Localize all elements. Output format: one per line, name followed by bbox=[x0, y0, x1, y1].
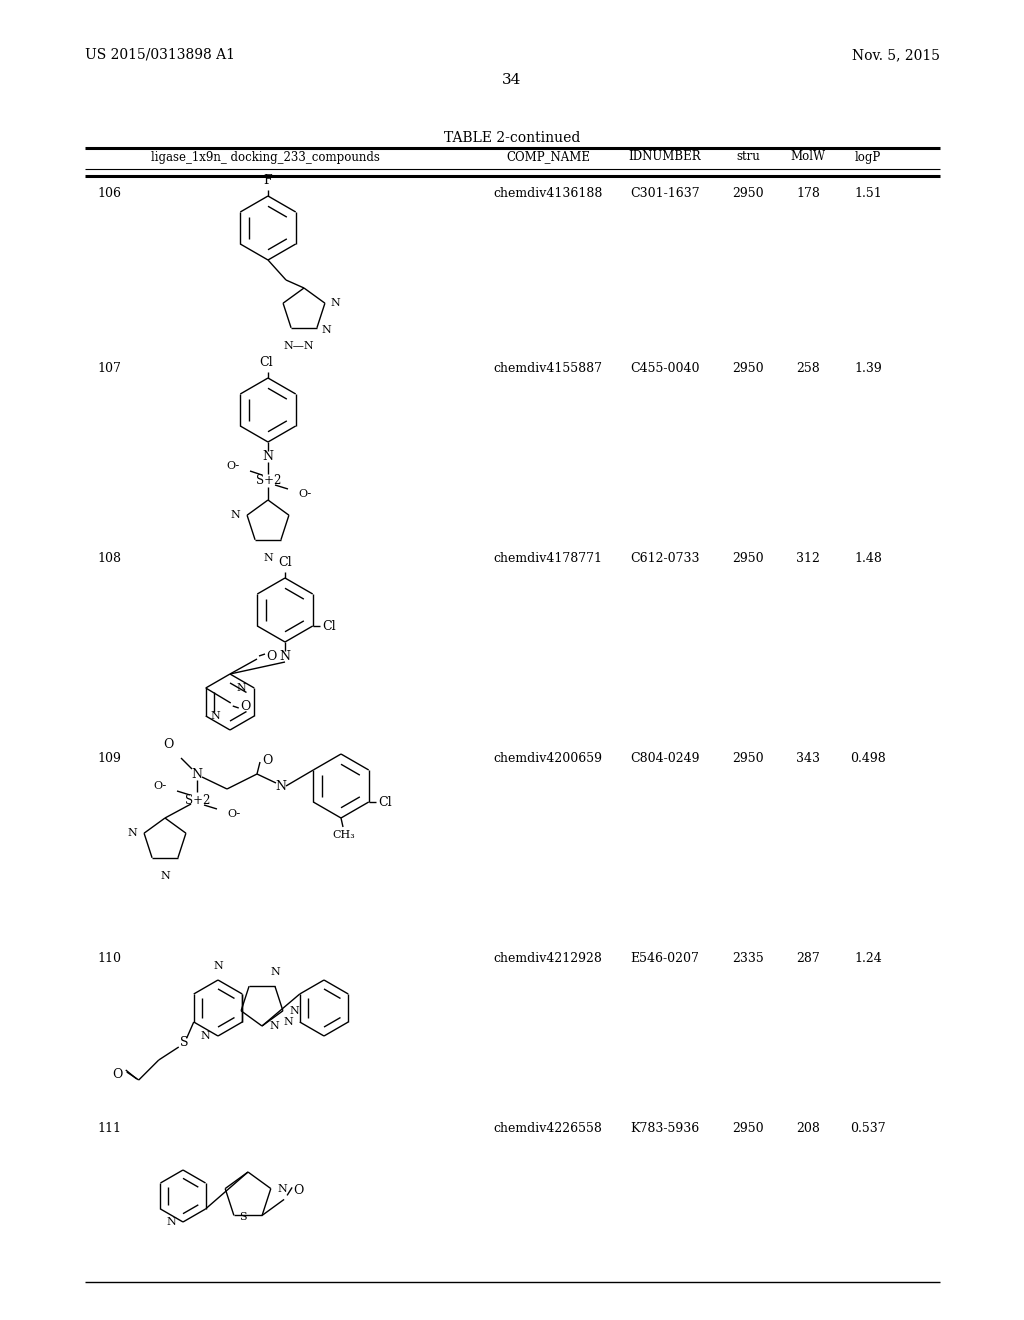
Text: N: N bbox=[283, 1016, 293, 1027]
Text: C612-0733: C612-0733 bbox=[630, 552, 699, 565]
Text: N: N bbox=[322, 325, 332, 335]
Text: S: S bbox=[179, 1035, 188, 1048]
Text: 2950: 2950 bbox=[732, 752, 764, 766]
Text: S+2: S+2 bbox=[256, 474, 282, 487]
Text: F: F bbox=[264, 174, 272, 187]
Text: C804-0249: C804-0249 bbox=[630, 752, 699, 766]
Text: Cl: Cl bbox=[259, 356, 272, 370]
Text: chemdiv4136188: chemdiv4136188 bbox=[494, 187, 603, 201]
Text: C455-0040: C455-0040 bbox=[630, 362, 699, 375]
Text: COMP_NAME: COMP_NAME bbox=[506, 150, 590, 164]
Text: US 2015/0313898 A1: US 2015/0313898 A1 bbox=[85, 48, 234, 62]
Text: logP: logP bbox=[855, 150, 881, 164]
Text: Nov. 5, 2015: Nov. 5, 2015 bbox=[852, 48, 940, 62]
Text: IDNUMBER: IDNUMBER bbox=[629, 150, 701, 164]
Text: 107: 107 bbox=[97, 362, 121, 375]
Text: 258: 258 bbox=[796, 362, 820, 375]
Text: 312: 312 bbox=[796, 552, 820, 565]
Text: E546-0207: E546-0207 bbox=[631, 952, 699, 965]
Text: 1.39: 1.39 bbox=[854, 362, 882, 375]
Text: O: O bbox=[266, 649, 276, 663]
Text: Cl: Cl bbox=[379, 796, 392, 808]
Text: N: N bbox=[275, 780, 287, 792]
Text: Cl: Cl bbox=[279, 556, 292, 569]
Text: N: N bbox=[269, 1020, 279, 1031]
Text: N: N bbox=[278, 1184, 288, 1193]
Text: 2335: 2335 bbox=[732, 952, 764, 965]
Text: O: O bbox=[262, 754, 272, 767]
Text: C301-1637: C301-1637 bbox=[630, 187, 699, 201]
Text: 110: 110 bbox=[97, 952, 121, 965]
Text: S: S bbox=[239, 1212, 247, 1222]
Text: chemdiv4212928: chemdiv4212928 bbox=[494, 952, 602, 965]
Text: 208: 208 bbox=[796, 1122, 820, 1135]
Text: N: N bbox=[331, 298, 341, 308]
Text: 1.51: 1.51 bbox=[854, 187, 882, 201]
Text: 2950: 2950 bbox=[732, 552, 764, 565]
Text: N—N: N—N bbox=[284, 341, 314, 351]
Text: N: N bbox=[280, 649, 291, 663]
Text: N: N bbox=[211, 711, 220, 721]
Text: 109: 109 bbox=[97, 752, 121, 766]
Text: 2950: 2950 bbox=[732, 187, 764, 201]
Text: N: N bbox=[237, 682, 246, 693]
Text: K783-5936: K783-5936 bbox=[631, 1122, 699, 1135]
Text: 1.24: 1.24 bbox=[854, 952, 882, 965]
Text: O: O bbox=[113, 1068, 123, 1081]
Text: N: N bbox=[290, 1006, 300, 1016]
Text: TABLE 2-continued: TABLE 2-continued bbox=[443, 131, 581, 145]
Text: chemdiv4155887: chemdiv4155887 bbox=[494, 362, 602, 375]
Text: N: N bbox=[263, 553, 272, 564]
Text: O-: O- bbox=[227, 809, 241, 818]
Text: 2950: 2950 bbox=[732, 1122, 764, 1135]
Text: 178: 178 bbox=[796, 187, 820, 201]
Text: CH₃: CH₃ bbox=[333, 830, 355, 840]
Text: stru: stru bbox=[736, 150, 760, 164]
Text: 108: 108 bbox=[97, 552, 121, 565]
Text: 34: 34 bbox=[503, 73, 521, 87]
Text: 287: 287 bbox=[796, 952, 820, 965]
Text: 2950: 2950 bbox=[732, 362, 764, 375]
Text: N: N bbox=[201, 1031, 210, 1041]
Text: N: N bbox=[166, 1217, 176, 1228]
Text: O-: O- bbox=[226, 461, 240, 471]
Text: O: O bbox=[293, 1184, 303, 1197]
Text: 1.48: 1.48 bbox=[854, 552, 882, 565]
Text: 0.498: 0.498 bbox=[850, 752, 886, 766]
Text: O: O bbox=[240, 700, 250, 713]
Text: N: N bbox=[262, 450, 273, 462]
Text: ligase_1x9n_ docking_233_compounds: ligase_1x9n_ docking_233_compounds bbox=[151, 150, 380, 164]
Text: 111: 111 bbox=[97, 1122, 121, 1135]
Text: MolW: MolW bbox=[791, 150, 825, 164]
Text: O-: O- bbox=[154, 781, 167, 791]
Text: N: N bbox=[270, 968, 280, 977]
Text: N: N bbox=[213, 961, 223, 972]
Text: 106: 106 bbox=[97, 187, 121, 201]
Text: O-: O- bbox=[298, 488, 311, 499]
Text: chemdiv4178771: chemdiv4178771 bbox=[494, 552, 602, 565]
Text: N: N bbox=[230, 511, 240, 520]
Text: N: N bbox=[127, 828, 137, 838]
Text: 343: 343 bbox=[796, 752, 820, 766]
Text: S+2: S+2 bbox=[185, 793, 211, 807]
Text: N: N bbox=[191, 767, 203, 780]
Text: Cl: Cl bbox=[323, 619, 336, 632]
Text: chemdiv4200659: chemdiv4200659 bbox=[494, 752, 602, 766]
Text: chemdiv4226558: chemdiv4226558 bbox=[494, 1122, 602, 1135]
Text: 0.537: 0.537 bbox=[850, 1122, 886, 1135]
Text: O: O bbox=[164, 738, 174, 751]
Text: N: N bbox=[160, 871, 170, 880]
